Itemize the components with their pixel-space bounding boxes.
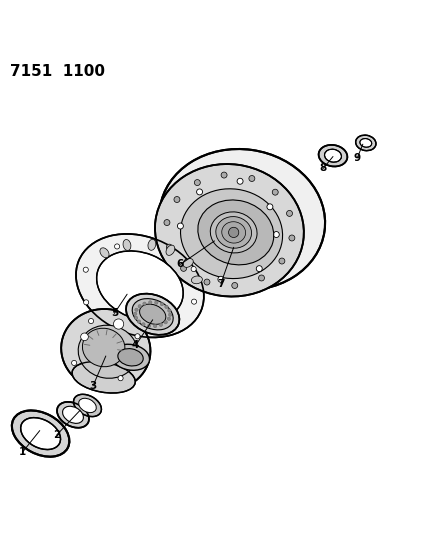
Circle shape (272, 189, 278, 195)
Circle shape (181, 265, 187, 271)
Ellipse shape (139, 304, 166, 324)
Circle shape (167, 317, 171, 320)
Circle shape (160, 322, 165, 327)
Circle shape (259, 275, 265, 281)
Ellipse shape (97, 251, 183, 320)
Ellipse shape (181, 189, 283, 279)
Ellipse shape (132, 298, 173, 330)
Text: 4: 4 (132, 341, 139, 350)
Ellipse shape (118, 349, 143, 366)
Circle shape (133, 312, 137, 316)
Text: 6: 6 (177, 260, 184, 269)
Circle shape (134, 316, 138, 320)
Circle shape (229, 227, 239, 238)
Ellipse shape (12, 410, 69, 457)
Circle shape (237, 178, 243, 184)
Circle shape (165, 305, 168, 309)
Circle shape (143, 302, 146, 305)
Circle shape (142, 322, 145, 326)
Ellipse shape (61, 309, 151, 390)
Ellipse shape (82, 328, 125, 367)
Circle shape (184, 259, 190, 265)
Ellipse shape (191, 276, 202, 284)
Circle shape (88, 319, 94, 324)
Circle shape (72, 360, 77, 366)
Circle shape (273, 231, 279, 238)
Text: 7: 7 (217, 279, 224, 288)
Ellipse shape (166, 245, 175, 255)
Ellipse shape (216, 216, 251, 248)
Ellipse shape (72, 361, 135, 393)
Ellipse shape (159, 149, 325, 290)
Circle shape (256, 265, 262, 272)
Ellipse shape (63, 406, 83, 423)
Circle shape (154, 325, 157, 328)
Ellipse shape (100, 248, 109, 258)
Circle shape (118, 376, 123, 381)
Circle shape (194, 180, 200, 185)
Ellipse shape (76, 234, 204, 337)
Circle shape (289, 235, 295, 241)
Circle shape (164, 220, 170, 225)
Circle shape (232, 282, 238, 288)
Circle shape (147, 324, 151, 328)
Ellipse shape (324, 149, 341, 162)
Ellipse shape (155, 164, 304, 296)
Circle shape (115, 244, 120, 249)
Circle shape (191, 266, 196, 272)
Text: 5: 5 (111, 309, 118, 318)
Circle shape (168, 309, 171, 312)
Ellipse shape (148, 239, 156, 251)
Circle shape (174, 197, 180, 203)
Ellipse shape (21, 418, 60, 449)
Ellipse shape (360, 139, 372, 147)
Ellipse shape (79, 398, 96, 413)
Circle shape (160, 302, 163, 306)
Ellipse shape (210, 212, 257, 253)
Text: 9: 9 (354, 153, 361, 163)
Circle shape (164, 320, 167, 324)
Circle shape (135, 308, 138, 311)
Ellipse shape (356, 135, 376, 151)
Ellipse shape (78, 325, 138, 378)
Ellipse shape (123, 239, 131, 251)
Text: 3: 3 (89, 381, 97, 391)
Ellipse shape (319, 145, 347, 166)
Circle shape (137, 320, 141, 324)
Text: 1: 1 (19, 447, 26, 457)
Circle shape (81, 333, 88, 341)
Circle shape (154, 301, 158, 304)
Circle shape (166, 244, 172, 250)
Circle shape (169, 313, 172, 317)
Text: 8: 8 (320, 164, 327, 173)
Text: 7151  1100: 7151 1100 (10, 64, 105, 79)
Circle shape (148, 301, 152, 304)
Ellipse shape (126, 294, 179, 335)
Circle shape (135, 334, 140, 339)
Circle shape (249, 175, 255, 181)
Circle shape (267, 204, 273, 210)
Circle shape (196, 189, 202, 195)
Ellipse shape (198, 200, 274, 265)
Circle shape (84, 300, 89, 305)
Circle shape (114, 319, 124, 329)
Circle shape (191, 299, 196, 304)
Circle shape (221, 172, 227, 178)
Ellipse shape (57, 402, 89, 428)
Circle shape (287, 211, 293, 216)
Ellipse shape (183, 259, 193, 268)
Circle shape (218, 276, 224, 282)
Circle shape (279, 258, 285, 264)
Circle shape (83, 267, 88, 272)
Circle shape (115, 322, 121, 328)
Ellipse shape (222, 222, 245, 243)
Circle shape (204, 279, 210, 285)
Ellipse shape (112, 344, 150, 370)
Text: 2: 2 (53, 430, 60, 440)
Circle shape (159, 323, 163, 327)
Circle shape (178, 223, 183, 229)
Circle shape (138, 304, 142, 308)
Ellipse shape (73, 394, 101, 417)
